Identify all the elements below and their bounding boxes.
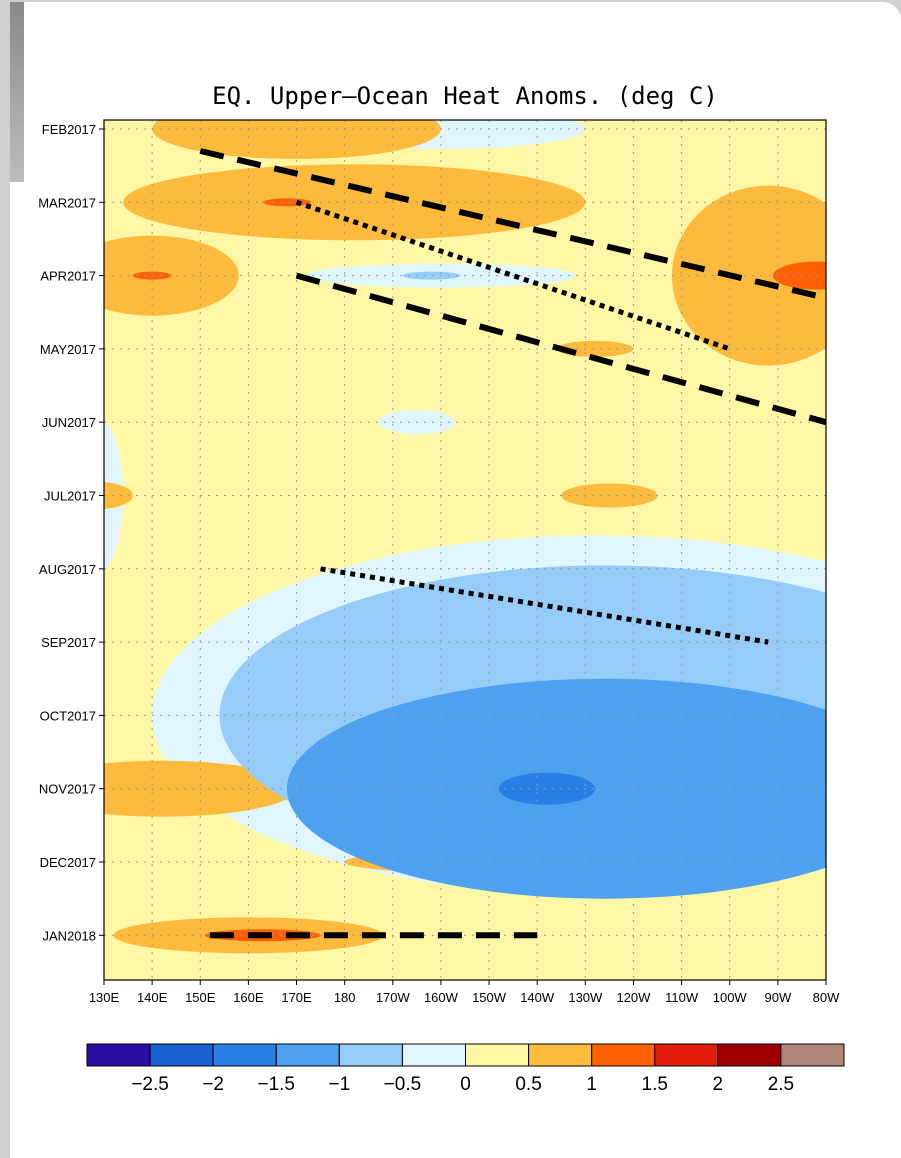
x-tick-label: 150W: [472, 990, 507, 1005]
colorbar-label: 2: [713, 1074, 724, 1095]
colorbar-label: 0.5: [515, 1074, 541, 1095]
x-tick-label: 130W: [568, 990, 603, 1005]
colorbar-swatch: [275, 1043, 340, 1067]
x-tick-label: 100W: [713, 990, 748, 1005]
colorbar-swatch: [86, 1043, 151, 1067]
x-tick-label: 120W: [616, 990, 651, 1005]
colorbar: −2.5 −2 −1.5 −1 −0.5 0 0.5 1 1.5 2 2.5: [86, 1043, 845, 1095]
dashed-annotation-line: [199, 148, 818, 299]
x-tick-label: 140W: [520, 990, 555, 1005]
y-tick-label: MAR2017: [38, 195, 96, 210]
x-tick-label: 80W: [813, 990, 840, 1005]
colorbar-label: 1.5: [642, 1074, 668, 1095]
anomaly-region: [104, 481, 133, 510]
colorbar-swatch: [528, 1043, 593, 1067]
y-tick-label: APR2017: [40, 269, 96, 284]
plot-area: [103, 119, 827, 981]
anomaly-region: [672, 185, 826, 366]
y-tick-label: JUL2017: [44, 489, 96, 504]
y-tick-label: SEP2017: [41, 635, 96, 650]
x-tick-label: 160E: [233, 990, 264, 1005]
x-tick-label: 140E: [137, 990, 168, 1005]
anomaly-region: [262, 198, 311, 207]
x-axis: 130E 140E 150E 160E 170E 180 170W 160W 150W 140W 1…: [89, 980, 840, 1005]
colorbar-swatch: [654, 1043, 719, 1067]
x-tick-label: 130E: [89, 990, 120, 1005]
colorbar-label: −2: [202, 1074, 224, 1095]
y-tick-label: NOV2017: [39, 782, 96, 797]
x-tick-label: 180: [334, 990, 356, 1005]
anomaly-region: [123, 164, 586, 241]
colorbar-swatch: [717, 1043, 782, 1067]
colorbar-swatch: [465, 1043, 530, 1067]
colorbar-label: 1: [586, 1074, 597, 1095]
dashed-annotation-line: [295, 272, 827, 426]
anomaly-field: [104, 120, 826, 954]
dotted-annotation-line: [295, 199, 731, 352]
y-tick-label: MAY2017: [40, 342, 96, 357]
colorbar-label: 2.5: [768, 1074, 794, 1095]
colorbar-label: −1.5: [257, 1074, 295, 1095]
hovmoller-chart: EQ. Upper—Ocean Heat Anoms. (deg C) 130E…: [38, 82, 845, 1095]
colorbar-swatch: [780, 1043, 845, 1067]
y-tick-label: OCT2017: [40, 708, 96, 723]
x-tick-label: 110W: [665, 990, 699, 1005]
colorbar-swatch: [338, 1043, 403, 1067]
y-tick-label: JAN2018: [43, 928, 96, 943]
grid: [103, 120, 827, 980]
colorbar-label: −0.5: [384, 1074, 422, 1095]
chart-frame: EQ. Upper—Ocean Heat Anoms. (deg C) 130E…: [10, 2, 901, 1158]
chart-title: EQ. Upper—Ocean Heat Anoms. (deg C): [212, 82, 718, 110]
x-tick-label: 160W: [424, 990, 459, 1005]
anomaly-region: [498, 772, 595, 805]
y-tick-label: JUN2017: [42, 415, 96, 430]
x-tick-label: 170E: [281, 990, 312, 1005]
annotations: [199, 148, 827, 939]
colorbar-label: −2.5: [131, 1074, 169, 1095]
colorbar-swatch: [149, 1043, 214, 1067]
anomaly-region: [152, 120, 441, 159]
y-tick-label: DEC2017: [40, 855, 96, 870]
colorbar-swatch: [401, 1043, 466, 1067]
colorbar-swatch: [212, 1043, 277, 1067]
y-tick-label: FEB2017: [42, 122, 96, 137]
colorbar-label: 0: [460, 1074, 471, 1095]
y-axis: FEB2017 MAR2017 APR2017 MAY2017 JUN2017 JUL20…: [38, 122, 104, 943]
anomaly-region: [402, 271, 461, 280]
anomaly-region: [773, 261, 826, 290]
x-tick-label: 170W: [376, 990, 411, 1005]
colorbar-label: −1: [328, 1074, 350, 1095]
window-edge: [10, 2, 24, 182]
x-tick-label: 150E: [185, 990, 216, 1005]
x-tick-label: 90W: [764, 990, 791, 1005]
plot-border: [103, 119, 827, 981]
y-tick-label: AUG2017: [39, 562, 96, 577]
colorbar-swatch: [591, 1043, 656, 1067]
